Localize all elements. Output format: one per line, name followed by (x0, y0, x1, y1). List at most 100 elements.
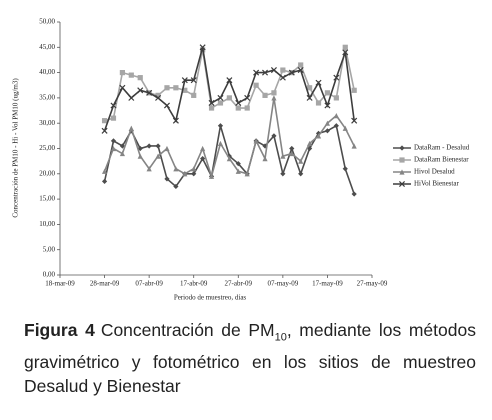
data-point (262, 69, 269, 76)
data-point (307, 140, 313, 147)
data-point (137, 87, 144, 94)
y-tick-label: 25,00 (39, 144, 55, 152)
data-point (280, 67, 286, 73)
data-point (351, 87, 357, 93)
data-point (164, 145, 170, 152)
data-point (101, 168, 108, 174)
data-point (155, 143, 161, 149)
data-point (101, 127, 108, 134)
caption: Figura 4 Concentración de PM10, mediante … (24, 318, 476, 398)
y-tick-label: 50,00 (39, 18, 55, 26)
data-point (298, 171, 304, 177)
data-point (289, 150, 295, 157)
data-point (217, 94, 224, 101)
data-point (110, 145, 117, 152)
data-point (244, 94, 251, 101)
y-tick-label: 0,00 (43, 271, 56, 279)
x-tick-label: 17-abr-09 (180, 280, 208, 288)
data-point (235, 99, 242, 106)
y-axis-label: Concentración de PM10 - Hi - Vol PM10 (u… (12, 78, 20, 218)
data-point (351, 191, 357, 197)
data-point (324, 90, 331, 96)
y-tick-label: 20,00 (39, 169, 55, 177)
data-point (333, 95, 339, 101)
data-point (324, 102, 331, 109)
x-tick-label: 17-may-09 (312, 280, 343, 288)
y-tick-label: 30,00 (39, 119, 55, 127)
data-point (128, 125, 134, 131)
data-point (226, 95, 232, 101)
data-point (172, 117, 179, 124)
data-point (101, 118, 108, 124)
data-point (342, 125, 348, 131)
data-point (191, 171, 197, 177)
data-point (200, 156, 206, 162)
y-tick-label: 5,00 (43, 245, 56, 253)
data-point (119, 84, 126, 91)
data-point (298, 62, 304, 68)
caption-subscript: 10 (274, 331, 287, 344)
data-point (244, 171, 250, 177)
legend-label: HiVol Bienestar (414, 180, 459, 188)
data-point (342, 166, 348, 172)
y-tick-label: 15,00 (39, 195, 55, 203)
data-point (271, 133, 277, 139)
data-point (333, 113, 339, 119)
data-point (208, 99, 215, 106)
data-point (271, 90, 277, 96)
data-point (279, 74, 286, 81)
caption-text: Concentración de PM (100, 320, 275, 340)
legend-label: Hivol Desalud (414, 168, 455, 176)
data-point (181, 77, 188, 84)
data-point (164, 85, 170, 91)
data-point (235, 168, 241, 174)
data-point (137, 75, 143, 81)
y-tick-label: 45,00 (39, 43, 55, 51)
data-point (146, 166, 152, 172)
legend-label: DataRam - Desalud (414, 144, 470, 152)
data-point (217, 140, 224, 147)
data-point (253, 69, 260, 76)
y-tick-label: 35,00 (39, 94, 55, 102)
data-point (146, 89, 153, 96)
x-tick-label: 07-may-09 (267, 280, 298, 288)
data-point (146, 143, 152, 149)
data-point (307, 85, 313, 91)
data-point (253, 82, 259, 88)
data-point (173, 166, 179, 172)
x-tick-label: 27-may-09 (357, 280, 388, 288)
data-point (110, 102, 117, 109)
data-point (217, 123, 224, 129)
data-point (110, 138, 117, 144)
x-tick-label: 28-mar-09 (90, 280, 120, 288)
legend-marker (399, 169, 405, 175)
data-point (324, 128, 331, 134)
data-point (199, 44, 206, 51)
legend-marker (399, 145, 405, 151)
caption-label: Figura 4 (24, 320, 95, 340)
data-point (235, 161, 241, 167)
data-point (244, 105, 250, 111)
data-point (351, 117, 358, 124)
data-point (208, 173, 215, 179)
data-point (297, 67, 304, 74)
data-point (280, 153, 286, 159)
data-point (182, 171, 188, 177)
data-point (235, 105, 241, 111)
data-point (289, 145, 295, 152)
data-point (173, 85, 179, 91)
data-point (342, 44, 348, 50)
x-tick-label: 18-mar-09 (45, 280, 75, 288)
data-point (271, 95, 277, 101)
data-point (191, 92, 197, 98)
data-point (137, 153, 143, 159)
chart: Periodo de muestreo, días Concentración … (12, 18, 470, 302)
data-point (298, 158, 304, 164)
data-point (315, 100, 322, 106)
data-point (226, 77, 233, 84)
data-point (128, 72, 134, 78)
data-point (155, 94, 162, 101)
data-point (324, 120, 331, 126)
data-point (173, 183, 179, 190)
